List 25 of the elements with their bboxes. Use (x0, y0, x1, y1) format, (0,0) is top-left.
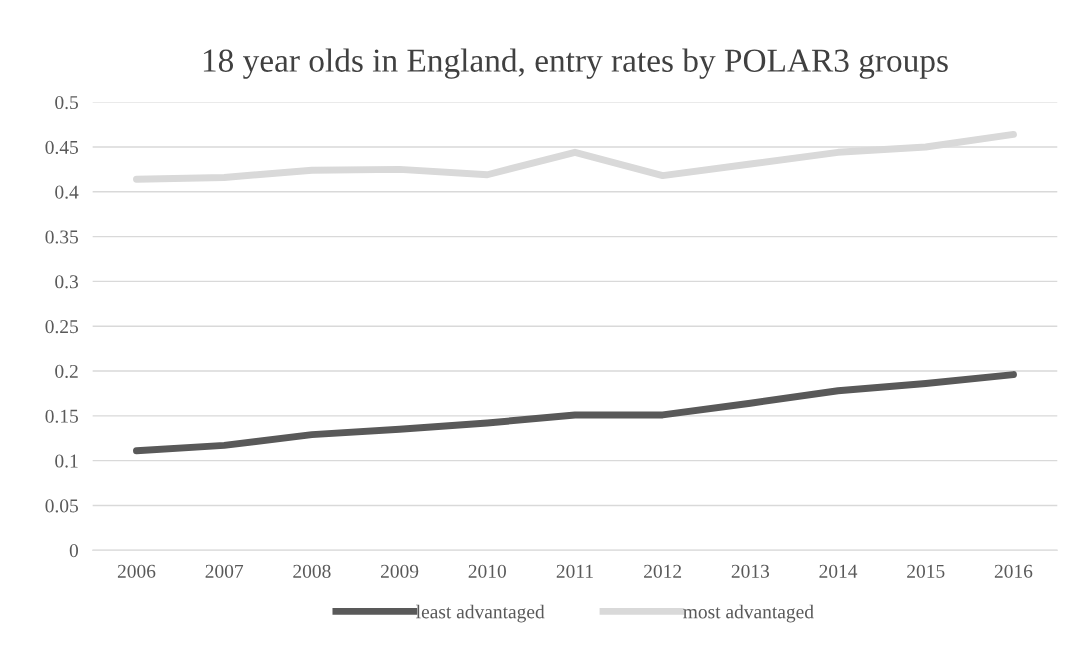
y-tick-label: 0.25 (45, 320, 78, 334)
x-tick-label: 2014 (819, 564, 858, 578)
x-tick-label: 2012 (644, 564, 682, 578)
y-tick-label: 0 (69, 544, 79, 558)
chart-title: 18 year olds in England, entry rates by POLAR3 groups (203, 48, 948, 79)
x-tick-label: 2015 (907, 564, 945, 578)
x-tick-label: 2010 (468, 564, 506, 578)
legend-label: least advantaged (416, 604, 545, 623)
x-tick-label: 2013 (731, 564, 770, 578)
x-tick-label: 2011 (556, 564, 593, 578)
y-tick-label: 0.4 (55, 185, 79, 199)
y-tick-label: 0.3 (55, 275, 78, 289)
x-tick-label: 2006 (117, 564, 156, 578)
y-tick-label: 0.2 (55, 364, 78, 379)
y-tick-label: 0.5 (55, 95, 78, 110)
x-tick-label: 2016 (994, 564, 1033, 578)
x-tick-label: 2008 (293, 564, 331, 578)
y-tick-label: 0.35 (45, 230, 78, 244)
legend-label: most advantaged (683, 604, 814, 623)
x-tick-label: 2009 (380, 564, 419, 578)
y-tick-label: 0.1 (55, 454, 78, 468)
x-tick-label: 2007 (205, 564, 244, 578)
y-tick-label: 0.45 (45, 140, 78, 154)
y-tick-label: 0.15 (45, 409, 78, 423)
y-tick-label: 0.05 (45, 499, 78, 513)
